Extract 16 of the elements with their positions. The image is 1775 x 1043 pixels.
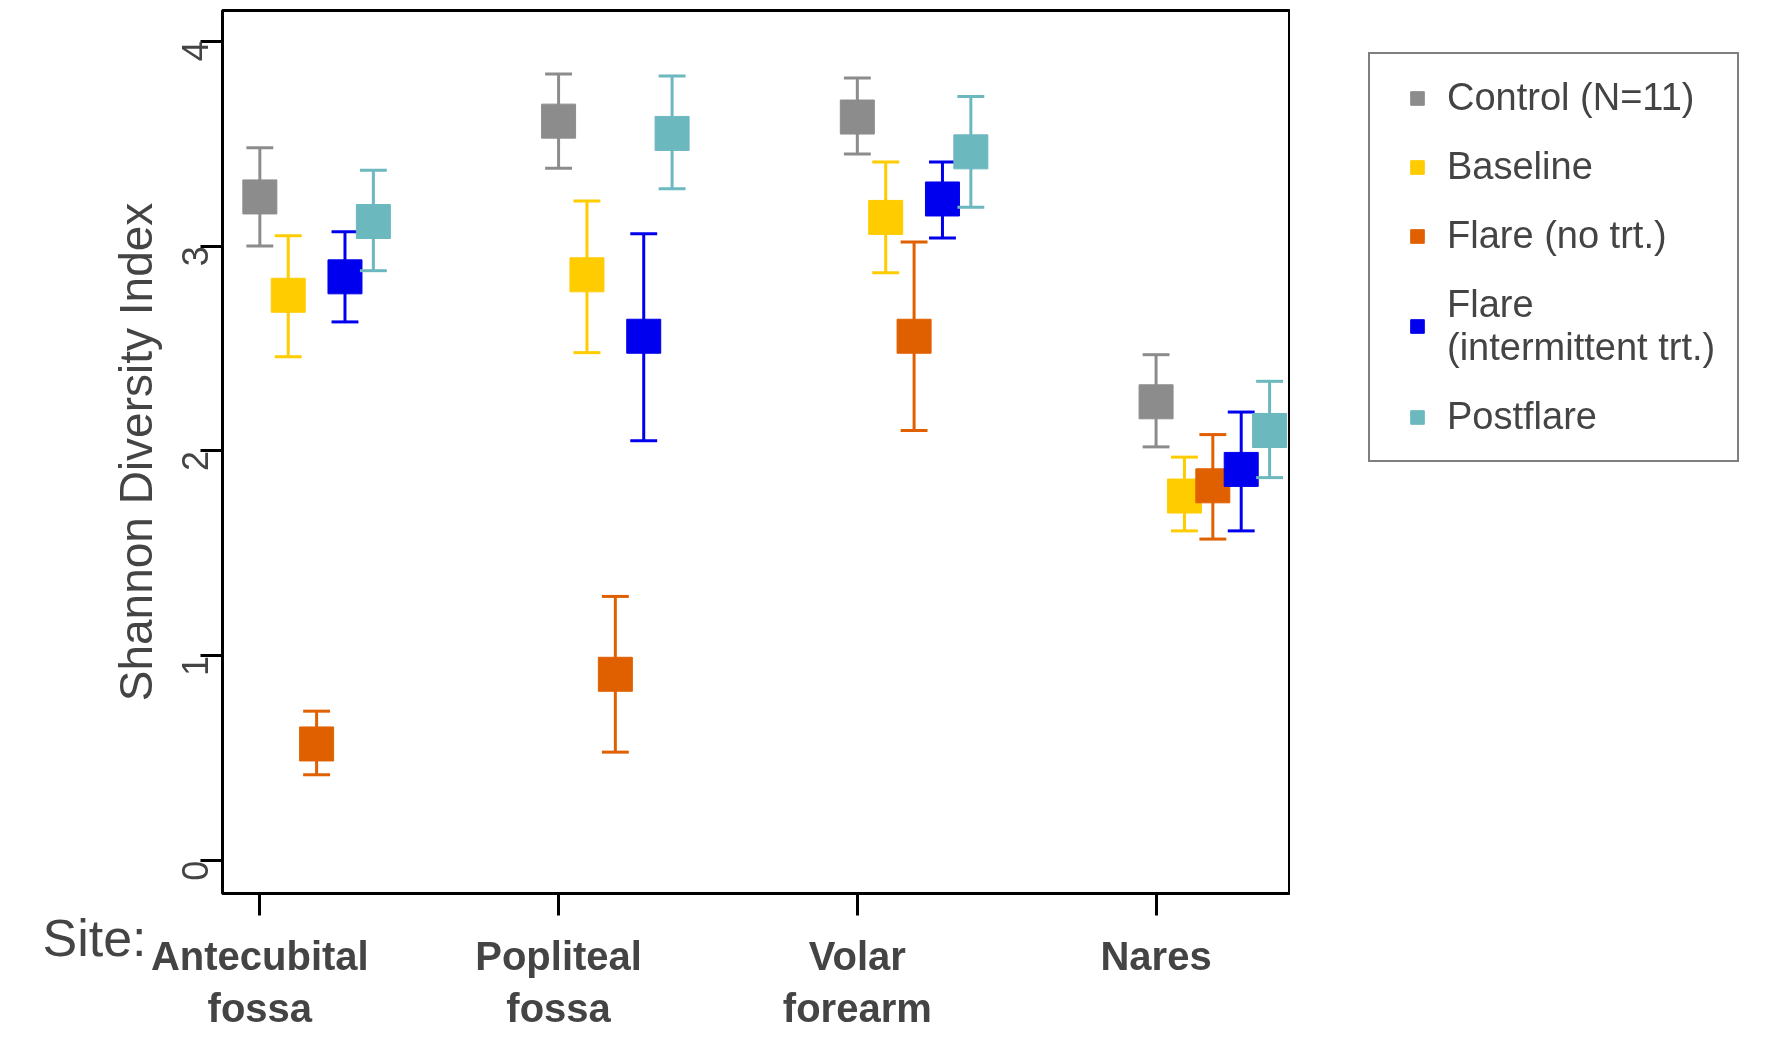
legend-label: Postflare: [1447, 395, 1597, 438]
y-tick-label: 4: [175, 41, 217, 62]
y-tick-label: 2: [175, 450, 217, 471]
x-axis-title: Site:: [42, 908, 147, 967]
x-tick-label: Volar forearm: [782, 933, 932, 1031]
x-tick-label: Popliteal fossa: [475, 933, 642, 1031]
legend-label: Control (N=11): [1447, 76, 1695, 119]
y-tick-label: 3: [175, 246, 217, 267]
x-tick-label: Nares: [1100, 933, 1212, 978]
y-tick-label: 1: [175, 655, 217, 676]
y-axis-title: Shannon Diversity Index: [109, 202, 162, 702]
x-tick-label: Antecubital fossa: [150, 933, 369, 1031]
y-tick-label: 0: [175, 860, 217, 881]
legend-label: Baseline: [1447, 145, 1593, 188]
legend-label: Flare (intermittent trt.): [1447, 283, 1716, 369]
legend-label: Flare (no trt.): [1447, 214, 1667, 257]
